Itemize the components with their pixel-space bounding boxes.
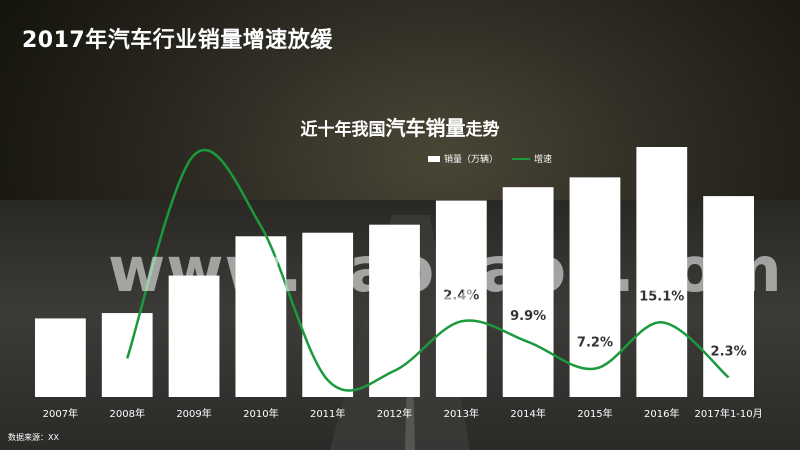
chart-title-part-3: 走势 [465,120,500,140]
x-tick-label: 2008年 [110,407,145,420]
legend-line-swatch [512,157,531,160]
x-tick-label: 2017年1-10月 [695,407,763,420]
chart-title-part-1: 近十年我国 [300,120,386,140]
bar-5 [369,224,420,397]
x-tick-label: 2009年 [176,407,211,420]
bar-8 [569,177,621,397]
bar-6 [435,200,487,397]
bar-7 [502,187,554,397]
x-tick-label: 2010年 [243,407,278,420]
source-note: 数据来源：XX [8,433,59,442]
bar-0 [35,318,86,397]
bar-4 [302,232,354,397]
growth-line [126,148,730,392]
x-tick-label: 2011年 [310,407,345,420]
legend-label-growth: 增速 [534,155,553,165]
bar-9 [636,147,688,397]
x-tick-label: 2014年 [510,407,545,420]
legend-bar-swatch [428,155,440,162]
data-label: 2.4% [443,288,479,303]
chart-title-part-2: 汽车销量 [385,116,466,140]
bar-10 [703,196,754,397]
x-tick-label: 2016年 [644,407,679,420]
legend-item-growth: 增速 [512,152,552,165]
chart-legend: 销量（万辆） 增速 [428,152,560,165]
x-tick-label: 2015年 [577,407,612,420]
data-label: 15.1% [639,289,684,304]
data-label: 9.9% [510,309,546,324]
x-tick-label: 2012年 [377,407,412,420]
legend-item-sales: 销量（万辆） [428,152,498,165]
bar-2 [168,275,220,397]
bar-3 [235,236,287,397]
x-tick-label: 2013年 [444,407,479,420]
legend-label-sales: 销量（万辆） [444,155,499,165]
chart-title: 近十年我国汽车销量走势 [0,112,800,141]
data-label: 2.3% [711,344,747,359]
x-tick-label: 2007年 [43,407,78,420]
data-label: 7.2% [577,336,613,351]
page-title: 2017年汽车行业销量增速放缓 [22,28,333,53]
